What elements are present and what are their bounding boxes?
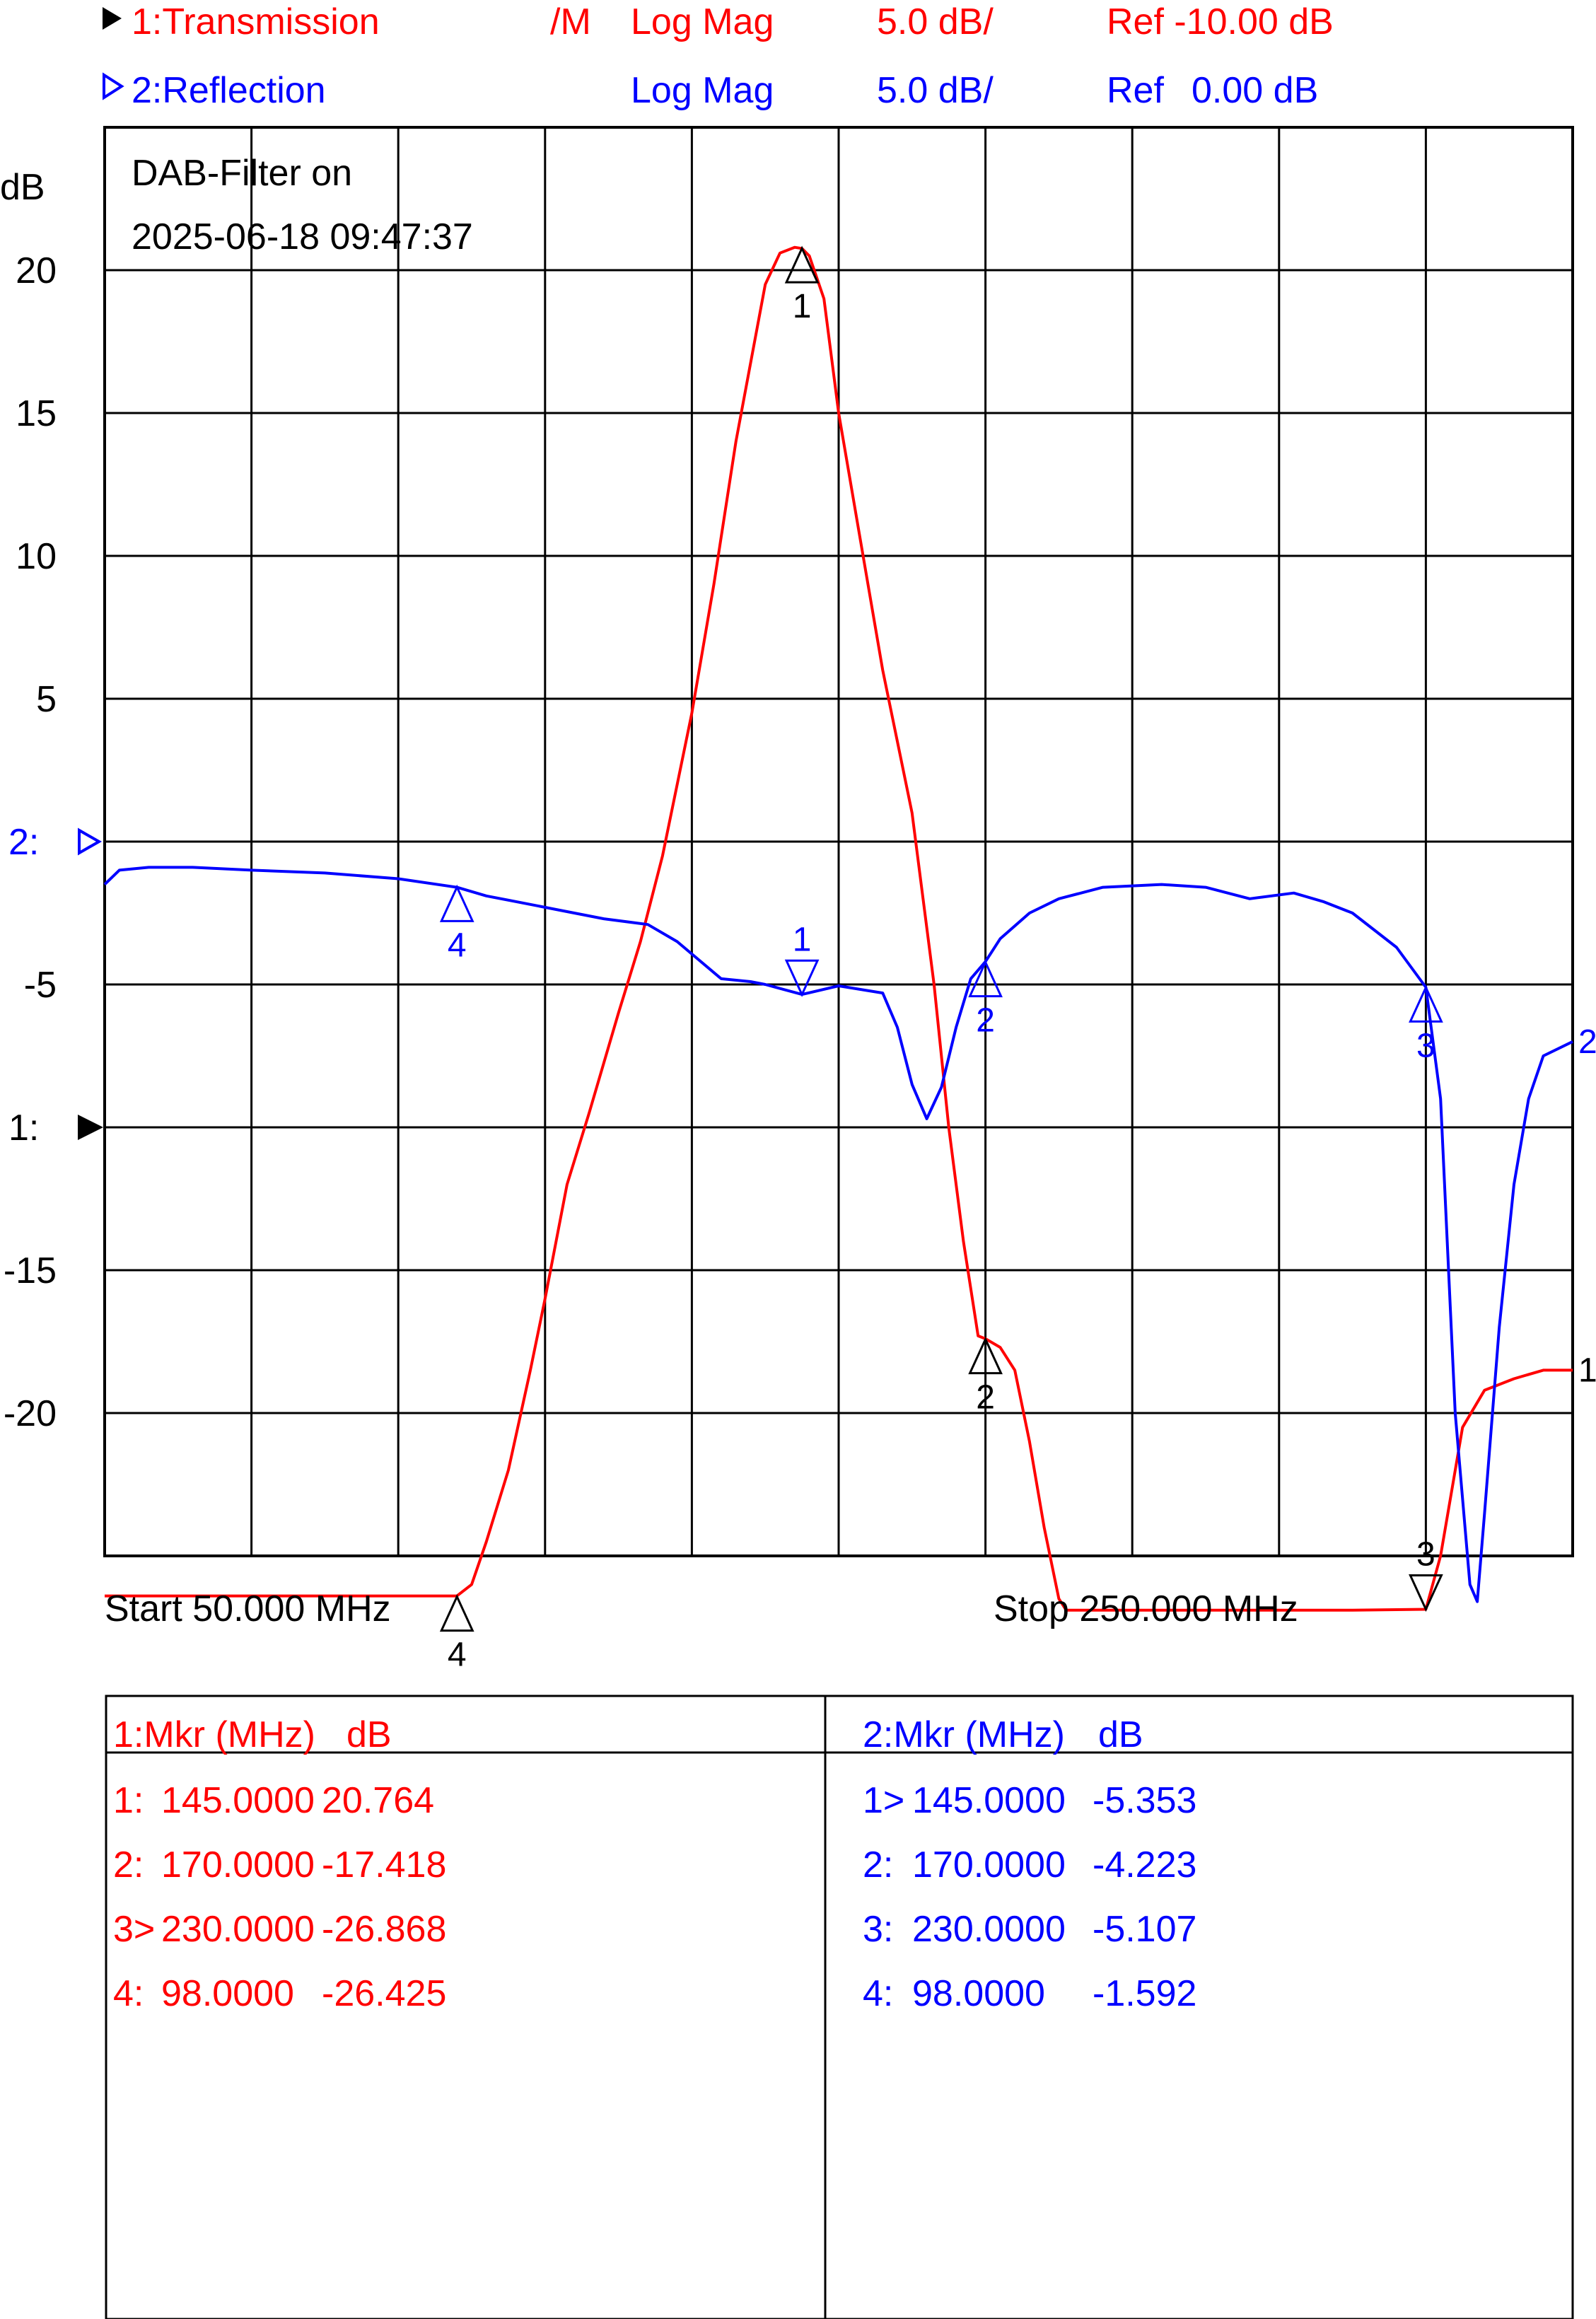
markers: 1 2 3 4 1 2 3 4 bbox=[439, 245, 1443, 1674]
marker-2-1-label: 1 bbox=[793, 921, 812, 958]
trace-2-end-label: 2 bbox=[1578, 1023, 1596, 1061]
marker-1-1-label: 1 bbox=[793, 288, 812, 325]
trace1-ref-label: 1: bbox=[8, 1108, 39, 1149]
stop-frequency[interactable]: Stop 250.000 MHz bbox=[994, 1588, 1298, 1629]
trace1-flag: /M bbox=[550, 1, 591, 42]
y-tick-label: -20 bbox=[4, 1393, 57, 1434]
marker-table-frame bbox=[105, 1695, 1574, 2319]
marker-1-3-label: 3 bbox=[1416, 1535, 1435, 1573]
annotation-timestamp: 2025-06-18 09:47:37 bbox=[132, 216, 473, 257]
plot-grid bbox=[103, 126, 1574, 1557]
trace2-marker-freq: 98.0000 bbox=[912, 1973, 1045, 2014]
trace1-scale[interactable]: 5.0 dB/ bbox=[877, 1, 994, 42]
trace1-marker-freq: 145.0000 bbox=[161, 1780, 315, 1821]
start-frequency[interactable]: Start 50.000 MHz bbox=[105, 1588, 391, 1629]
marker-triangle-icon[interactable] bbox=[1409, 984, 1443, 1023]
annotation-title: DAB-Filter on bbox=[132, 153, 352, 194]
trace-1-line bbox=[105, 245, 1573, 1612]
y-tick-label: 20 bbox=[16, 250, 57, 291]
trace2-marker-freq: 230.0000 bbox=[912, 1909, 1066, 1950]
table2-header-mkr: 2:Mkr (MHz) bbox=[863, 1714, 1065, 1755]
marker-triangle-icon[interactable] bbox=[439, 1593, 474, 1632]
marker-triangle-icon[interactable] bbox=[1409, 1574, 1443, 1612]
y-tick-label: -5 bbox=[24, 965, 57, 1006]
trace-2-line bbox=[103, 866, 1573, 1603]
trace1-ref-arrow-icon[interactable] bbox=[78, 1115, 103, 1140]
trace-1-end-label: 1 bbox=[1578, 1352, 1596, 1389]
trace1-marker-value: -17.418 bbox=[322, 1844, 446, 1885]
traces bbox=[103, 245, 1573, 1612]
table1-header-unit: dB bbox=[346, 1714, 392, 1755]
y-tick-label: 5 bbox=[36, 679, 57, 720]
trace2-marker-id: 2: bbox=[863, 1844, 893, 1885]
y-tick-label: 15 bbox=[16, 393, 57, 434]
table2-header-unit: dB bbox=[1098, 1714, 1143, 1755]
trace2-ref-label: 2: bbox=[8, 822, 39, 863]
trace1-marker-freq: 98.0000 bbox=[161, 1973, 294, 2014]
trace2-ref-prefix[interactable]: Ref bbox=[1107, 70, 1164, 111]
trace2-ref-arrow-icon[interactable] bbox=[78, 827, 103, 856]
trace2-marker-value: -5.353 bbox=[1093, 1780, 1196, 1821]
marker-triangle-icon[interactable] bbox=[784, 959, 820, 997]
trace1-header: 1:Transmission /M Log Mag 5.0 dB/ Ref -1… bbox=[103, 1, 1334, 42]
trace1-marker-id: 4: bbox=[113, 1973, 144, 2014]
table1-header-mkr: 1:Mkr (MHz) bbox=[113, 1714, 315, 1755]
marker-triangle-icon[interactable] bbox=[968, 1337, 1003, 1375]
trace2-header: 2:Reflection Log Mag 5.0 dB/ Ref 0.00 dB bbox=[103, 70, 1318, 111]
trace2-marker-id: 1> bbox=[863, 1780, 904, 1821]
trace2-marker-freq: 170.0000 bbox=[912, 1844, 1066, 1885]
trace2-marker-freq: 145.0000 bbox=[912, 1780, 1066, 1821]
trace1-marker-freq: 170.0000 bbox=[161, 1844, 315, 1885]
trace1-marker-freq: 230.0000 bbox=[161, 1909, 315, 1950]
reference-labels: 2: 1: bbox=[8, 822, 103, 1149]
y-tick-label: 10 bbox=[16, 536, 57, 577]
trace1-marker-id: 1: bbox=[113, 1780, 144, 1821]
trace2-marker-value: -5.107 bbox=[1093, 1909, 1196, 1950]
trace1-format[interactable]: Log Mag bbox=[631, 1, 774, 42]
trace2-arrow-icon[interactable] bbox=[103, 72, 124, 100]
trace2-marker-value: -1.592 bbox=[1093, 1973, 1196, 2014]
trace2-label[interactable]: 2:Reflection bbox=[132, 70, 326, 111]
trace1-marker-value: -26.868 bbox=[322, 1909, 446, 1950]
active-trace-arrow-icon[interactable] bbox=[103, 7, 122, 30]
y-axis-unit: dB bbox=[0, 167, 45, 208]
marker-1-4-label: 4 bbox=[448, 1637, 467, 1674]
trace2-marker-value: -4.223 bbox=[1093, 1844, 1196, 1885]
trace1-marker-value: 20.764 bbox=[322, 1780, 434, 1821]
marker-triangle-icon[interactable] bbox=[439, 884, 474, 922]
marker-triangle-icon[interactable] bbox=[784, 245, 820, 284]
trace1-marker-id: 2: bbox=[113, 1844, 144, 1885]
marker-2-3-label: 3 bbox=[1416, 1027, 1435, 1064]
marker-1-2-label: 2 bbox=[976, 1379, 995, 1417]
trace1-marker-value: -26.425 bbox=[322, 1973, 446, 2014]
trace2-scale[interactable]: 5.0 dB/ bbox=[877, 70, 994, 111]
trace1-label[interactable]: 1:Transmission bbox=[132, 1, 380, 42]
y-tick-label: -15 bbox=[4, 1250, 57, 1291]
trace2-marker-id: 3: bbox=[863, 1909, 893, 1950]
trace2-format[interactable]: Log Mag bbox=[631, 70, 774, 111]
trace1-marker-id: 3> bbox=[113, 1909, 155, 1950]
marker-2-2-label: 2 bbox=[976, 1002, 995, 1040]
marker-2-4-label: 4 bbox=[448, 926, 467, 964]
trace1-ref[interactable]: Ref -10.00 dB bbox=[1107, 1, 1334, 42]
marker-triangle-icon[interactable] bbox=[968, 960, 1003, 998]
trace2-marker-id: 4: bbox=[863, 1973, 893, 2014]
y-tick-labels: 20 15 10 5 -5 -15 -20 bbox=[4, 250, 57, 1434]
marker-table: 1:Mkr (MHz) dB 2:Mkr (MHz) dB 1: 145.0000… bbox=[105, 1695, 1574, 2319]
trace-end-labels: 21 bbox=[1578, 1023, 1596, 1390]
trace2-ref-value[interactable]: 0.00 dB bbox=[1192, 70, 1318, 111]
